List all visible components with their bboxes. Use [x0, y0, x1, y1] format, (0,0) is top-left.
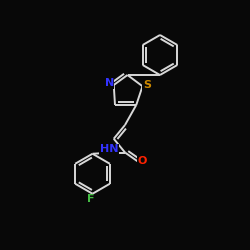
Text: O: O	[137, 156, 147, 166]
Text: N: N	[104, 78, 114, 88]
Text: S: S	[143, 80, 151, 90]
Text: F: F	[88, 194, 95, 204]
Text: HN: HN	[100, 144, 118, 154]
